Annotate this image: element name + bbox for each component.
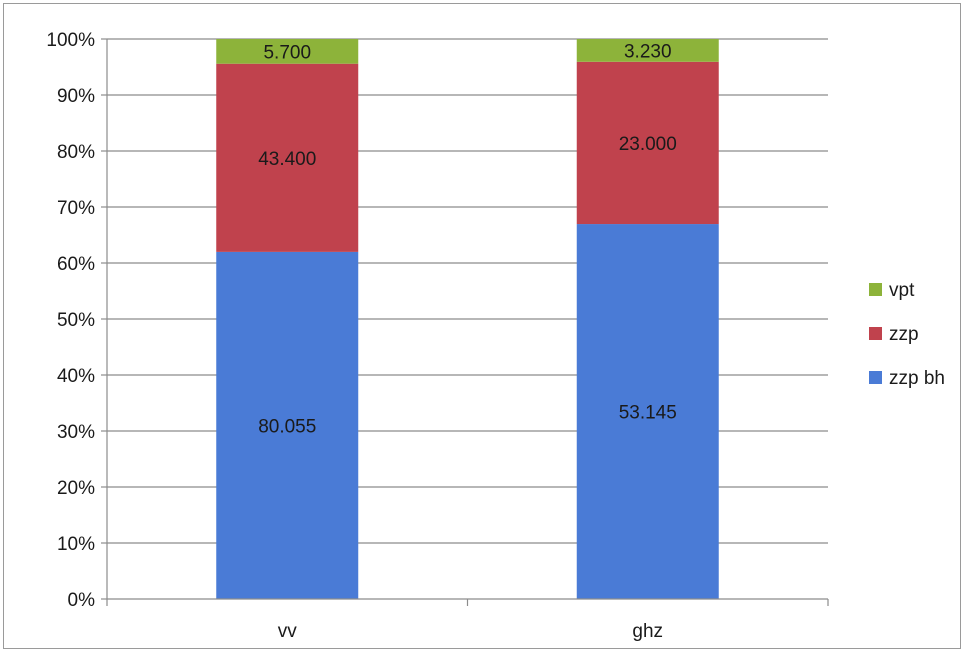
y-tick-label-7: 70% xyxy=(57,198,95,219)
y-tick-label-8: 80% xyxy=(57,142,95,163)
y-tick-label-2: 20% xyxy=(57,478,95,499)
legend-swatch-zzp xyxy=(869,327,882,340)
legend-label-vpt: vpt xyxy=(889,280,915,301)
y-tick-label-10: 100% xyxy=(46,30,95,51)
y-tick-label-0: 0% xyxy=(68,590,96,611)
bars xyxy=(216,39,719,599)
legend-swatch-vpt xyxy=(869,283,882,296)
y-tick-label-5: 50% xyxy=(57,310,95,331)
bar-ghz-vpt xyxy=(576,39,719,62)
data-label-ghz-vpt: 3.230 xyxy=(624,41,672,62)
legend-label-zzp-bh: zzp bh xyxy=(889,368,945,389)
x-category-label-0: vv xyxy=(278,621,298,642)
data-label-vv-zzp: 43.400 xyxy=(258,149,316,170)
bar-ghz-zzp-bh xyxy=(576,224,719,599)
bar-vv-vpt xyxy=(216,39,359,64)
gridlines xyxy=(107,38,828,544)
chart-frame xyxy=(3,3,961,649)
legend-swatch-zzp-bh xyxy=(869,371,882,384)
data-labels: 80.055 43.400 5.700 53.145 23.000 3.230 xyxy=(258,41,677,437)
data-label-vv-vpt: 5.700 xyxy=(263,42,311,63)
axes: 0% 10% 20% 30% 40% 50% 60% 70% 80% 90% 100% vv ghz xyxy=(46,30,829,642)
y-tick-label-6: 60% xyxy=(57,254,95,275)
bar-vv-zzp-bh xyxy=(216,251,359,599)
data-label-ghz-zzp-bh: 53.145 xyxy=(619,403,677,424)
y-tick-label-4: 40% xyxy=(57,366,95,387)
legend-label-zzp: zzp xyxy=(889,324,919,345)
data-label-ghz-zzp: 23.000 xyxy=(619,134,677,155)
legend: vpt zzp zzp bh xyxy=(869,280,945,389)
y-tick-label-9: 90% xyxy=(57,86,95,107)
y-tick-label-1: 10% xyxy=(57,534,95,555)
bar-vv-zzp xyxy=(216,63,359,252)
bar-ghz-zzp xyxy=(576,61,719,225)
x-category-label-1: ghz xyxy=(632,621,663,642)
y-tick-label-3: 30% xyxy=(57,422,95,443)
data-label-vv-zzp-bh: 80.055 xyxy=(258,416,316,437)
